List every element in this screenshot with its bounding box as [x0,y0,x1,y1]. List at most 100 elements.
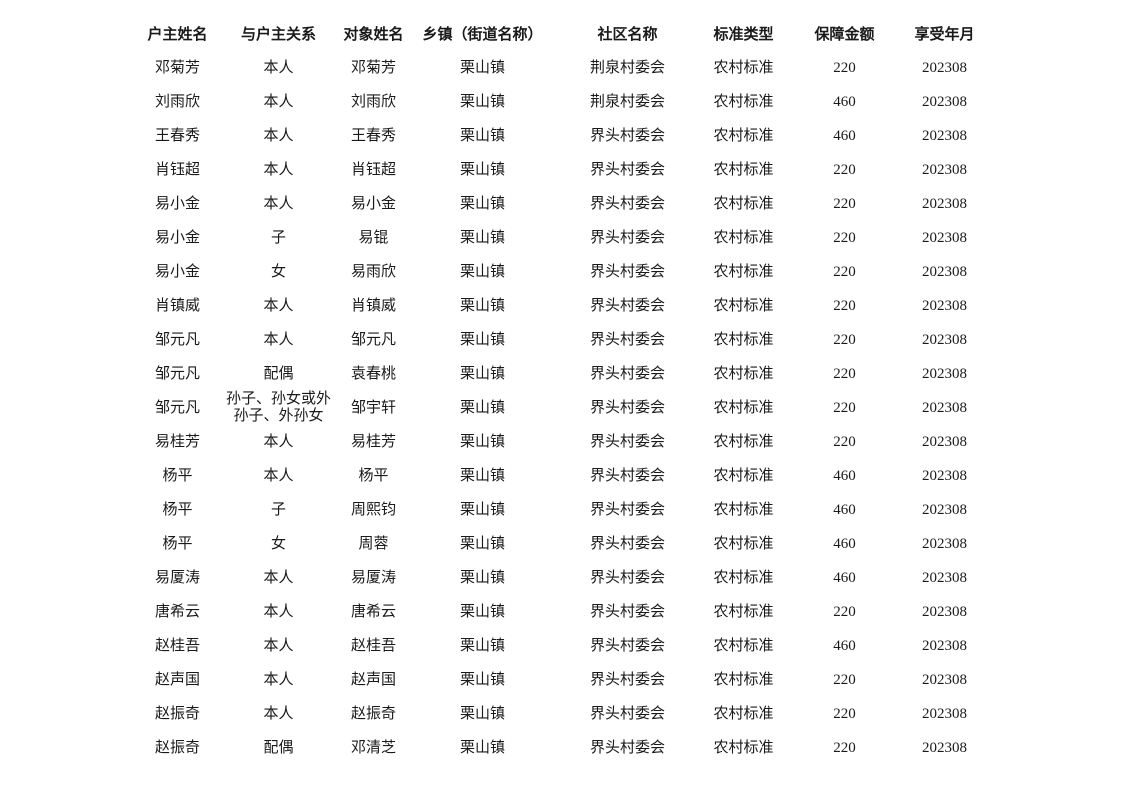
table-cell: 邹元凡 [154,331,200,348]
table-cell: 220 [833,331,856,348]
table-cell: 220 [833,59,856,76]
header-row: 户主姓名 与户主关系 对象姓名 乡镇（街道名称） 社区名称 标准类型 保障金额 享受年月 [130,15,982,51]
table-row: 邹元凡 孙子、孙女或外孙子、外孙女 邹宇轩 栗山镇 界头村委会 农村标准 220 202308 [130,391,982,425]
table-row: 杨平 本人 杨平 栗山镇 界头村委会 农村标准 460 202308 [130,459,982,493]
table-cell: 220 [833,365,856,382]
table-cell: 本人 [263,467,294,484]
table-cell: 杨平 [358,467,389,484]
table-cell: 202308 [922,739,967,756]
table-cell: 农村标准 [713,331,774,348]
table-cell: 220 [833,263,856,280]
table-cell: 栗山镇 [459,671,505,688]
table-cell: 202308 [922,467,967,484]
table-cell: 界头村委会 [589,535,665,552]
table-cell: 界头村委会 [589,331,665,348]
table-cell: 460 [833,501,856,518]
table-cell: 栗山镇 [459,501,505,518]
table-cell: 农村标准 [713,399,774,416]
table-cell: 栗山镇 [459,229,505,246]
table-cell: 220 [833,229,856,246]
table-cell: 202308 [922,93,967,110]
table-cell: 202308 [922,365,967,382]
table-cell: 栗山镇 [459,603,505,620]
table-cell: 界头村委会 [589,501,665,518]
table-cell: 易厦涛 [154,569,200,586]
table-cell: 栗山镇 [459,59,505,76]
table-cell: 易桂芳 [350,433,396,450]
table-cell: 202308 [922,399,967,416]
table-cell: 易雨欣 [350,263,396,280]
table-cell: 配偶 [263,739,294,756]
table-cell: 易锟 [358,229,389,246]
table-row: 杨平 子 周熙钧 栗山镇 界头村委会 农村标准 460 202308 [130,493,982,527]
table-cell: 农村标准 [713,127,774,144]
table-cell: 农村标准 [713,229,774,246]
table-row: 易桂芳 本人 易桂芳 栗山镇 界头村委会 农村标准 220 202308 [130,425,982,459]
table-cell: 栗山镇 [459,263,505,280]
table-cell: 220 [833,671,856,688]
table-cell: 界头村委会 [589,569,665,586]
column-header: 乡镇（街道名称） [422,26,543,43]
table-cell: 易桂芳 [154,433,200,450]
table-cell: 易小金 [154,229,200,246]
column-header: 保障金额 [814,26,875,43]
table-row: 邹元凡 本人 邹元凡 栗山镇 界头村委会 农村标准 220 202308 [130,323,982,357]
table-cell: 农村标准 [713,433,774,450]
table-cell: 本人 [263,161,294,178]
table-cell: 220 [833,195,856,212]
table-cell: 农村标准 [713,569,774,586]
table-cell: 肖镇威 [350,297,396,314]
table-cell: 202308 [922,297,967,314]
table-cell: 本人 [263,59,294,76]
table-cell: 本人 [263,433,294,450]
table-cell: 界头村委会 [589,127,665,144]
table-cell: 邹元凡 [350,331,396,348]
table-cell: 202308 [922,195,967,212]
table-cell: 界头村委会 [589,603,665,620]
table-row: 易小金 子 易锟 栗山镇 界头村委会 农村标准 220 202308 [130,221,982,255]
table-cell: 界头村委会 [589,365,665,382]
table-cell: 唐希云 [154,603,200,620]
table-cell: 202308 [922,161,967,178]
table-cell: 本人 [263,637,294,654]
table-cell: 220 [833,297,856,314]
table-cell: 界头村委会 [589,671,665,688]
table-row: 赵声国 本人 赵声国 栗山镇 界头村委会 农村标准 220 202308 [130,663,982,697]
table-cell: 220 [833,433,856,450]
table-cell: 202308 [922,671,967,688]
table-cell: 栗山镇 [459,535,505,552]
table-cell: 农村标准 [713,93,774,110]
table-cell: 赵桂吾 [350,637,396,654]
table-cell: 本人 [263,705,294,722]
table-cell: 栗山镇 [459,467,505,484]
table-cell: 栗山镇 [459,297,505,314]
table-cell: 肖钰超 [154,161,200,178]
table-row: 易小金 女 易雨欣 栗山镇 界头村委会 农村标准 220 202308 [130,255,982,289]
table-cell: 栗山镇 [459,399,505,416]
table-row: 赵振奇 配偶 邓清芝 栗山镇 界头村委会 农村标准 220 202308 [130,731,982,765]
column-header: 社区名称 [597,26,658,43]
table-cell: 易厦涛 [350,569,396,586]
table-cell: 本人 [263,603,294,620]
table-cell: 易小金 [154,195,200,212]
table-cell: 赵振奇 [350,705,396,722]
table-row: 易厦涛 本人 易厦涛 栗山镇 界头村委会 农村标准 460 202308 [130,561,982,595]
table-cell: 202308 [922,331,967,348]
table-cell: 220 [833,739,856,756]
table-body: 邓菊芳 本人 邓菊芳 栗山镇 荆泉村委会 农村标准 220 202308 刘雨欣 本人 刘雨欣 栗山镇… [130,51,982,765]
table-cell: 界头村委会 [589,433,665,450]
table-cell: 栗山镇 [459,569,505,586]
table-cell: 农村标准 [713,59,774,76]
table-cell: 本人 [263,671,294,688]
table-cell: 赵声国 [154,671,200,688]
table-row: 肖镇威 本人 肖镇威 栗山镇 界头村委会 农村标准 220 202308 [130,289,982,323]
table-row: 刘雨欣 本人 刘雨欣 栗山镇 荆泉村委会 农村标准 460 202308 [130,85,982,119]
table-cell: 本人 [263,93,294,110]
table-cell: 王春秀 [154,127,200,144]
table-cell: 栗山镇 [459,365,505,382]
table-cell: 202308 [922,637,967,654]
table-cell: 220 [833,603,856,620]
table-cell: 农村标准 [713,467,774,484]
table-row: 王春秀 本人 王春秀 栗山镇 界头村委会 农村标准 460 202308 [130,119,982,153]
